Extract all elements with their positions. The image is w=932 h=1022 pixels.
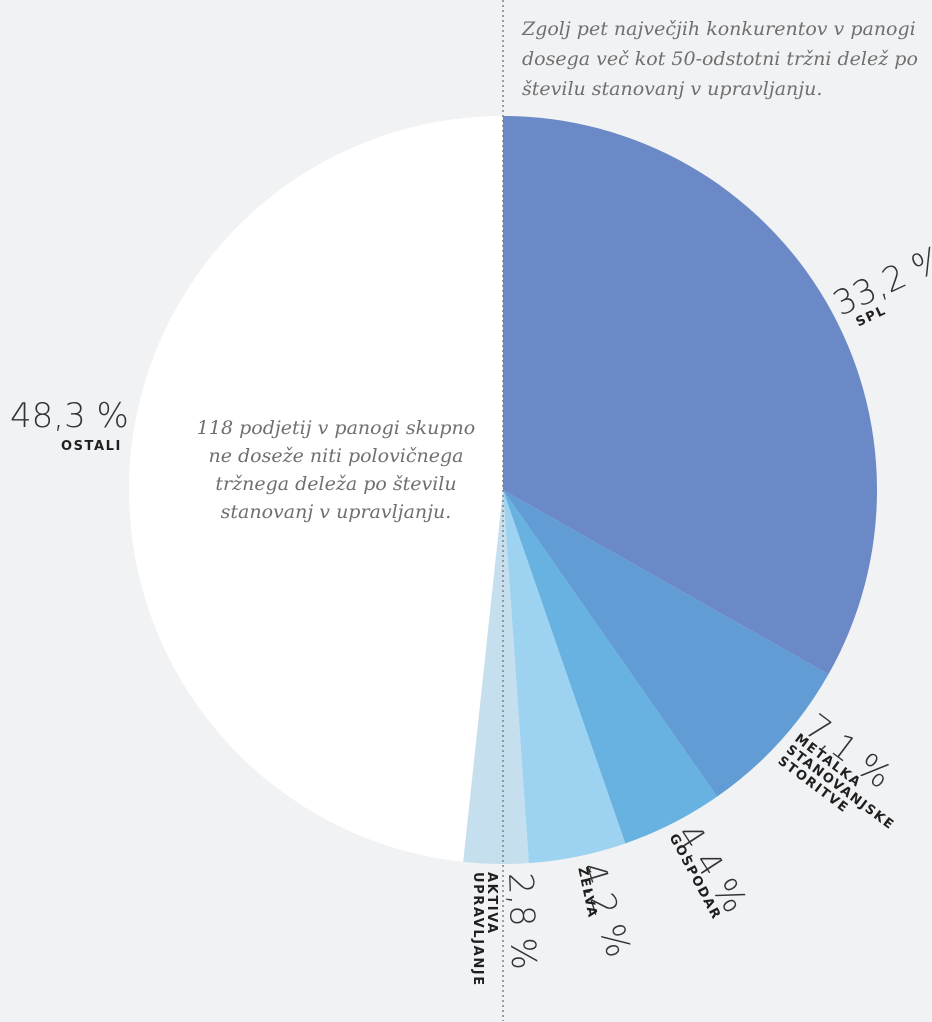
pie-slice-želva (503, 490, 626, 864)
pie-slice-gospodar (503, 490, 718, 844)
top-annotation: Zgolj pet največjih konkurentov v panogi… (522, 18, 918, 100)
pie-slice-metalka-stanovanjske-storitve (503, 490, 829, 797)
pie-slice-spl (503, 116, 878, 675)
label-aktiva: 2,8 % (500, 871, 544, 971)
label-ostali: 48,3 % OSTALI (10, 396, 129, 454)
label-aktiva-name-wrap: AKTIVA UPRAVLJANJE (470, 872, 499, 1022)
label-ostali-value: 48,3 % (10, 396, 129, 436)
pie-slice-ostali (128, 116, 504, 862)
label-ostali-name: OSTALI (60, 439, 122, 454)
center-annotation: 118 podjetij v panogi skupno ne doseže n… (196, 417, 476, 523)
label-aktiva-name: AKTIVA UPRAVLJANJE (470, 872, 499, 987)
label-aktiva-value: 2,8 % (500, 871, 544, 971)
pie-slices (128, 116, 878, 865)
pie-slice-aktiva-upravljanje (463, 490, 529, 865)
